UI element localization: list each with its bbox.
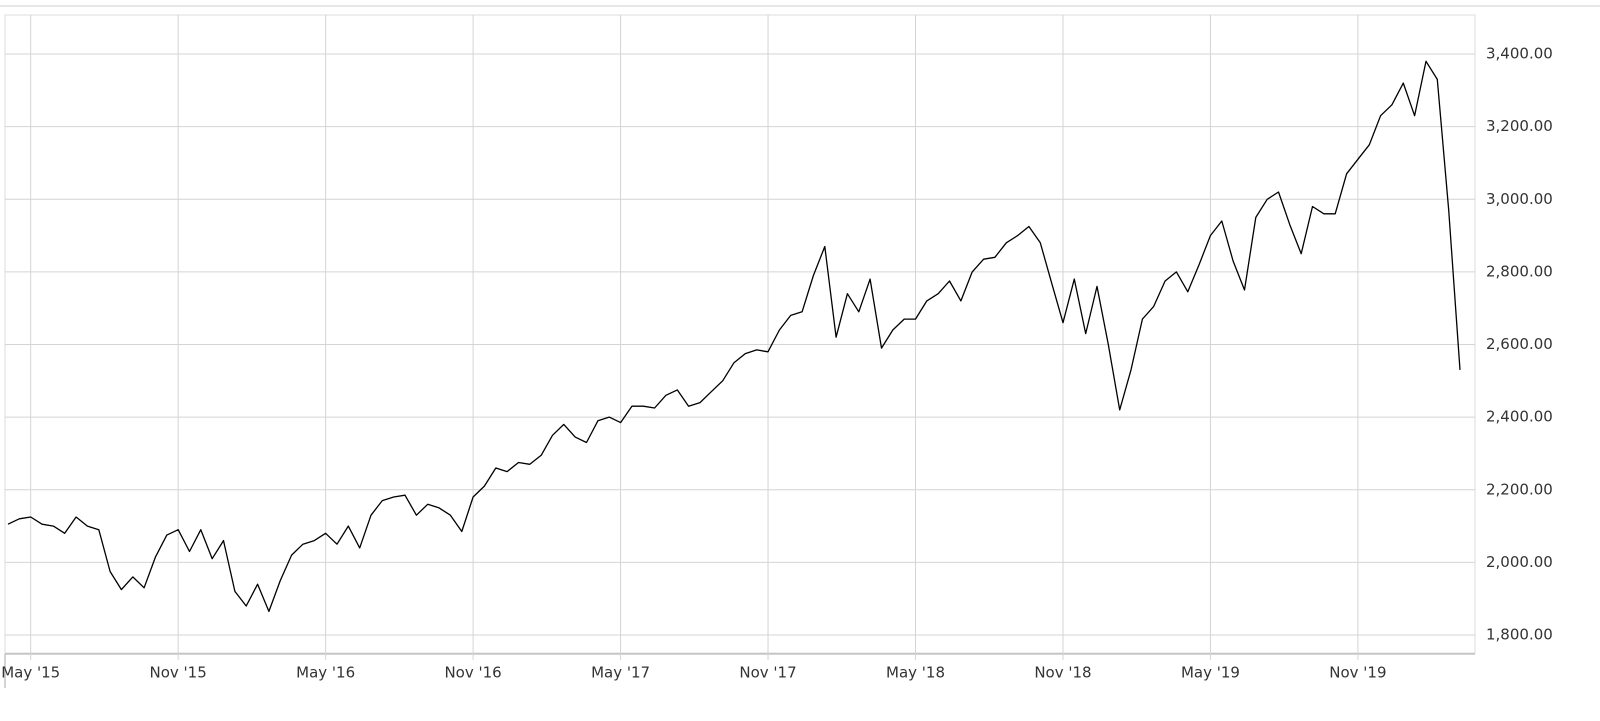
y-tick-label: 2,000.00 [1486, 553, 1553, 571]
x-tick-label: May '19 [1181, 664, 1240, 682]
price-line [7, 60, 1461, 613]
x-tick-label: May '16 [296, 664, 355, 682]
y-tick-label: 2,800.00 [1486, 262, 1553, 280]
x-tick-label: May '17 [591, 664, 650, 682]
y-tick-label: 1,800.00 [1486, 626, 1553, 644]
x-tick-label: Nov '15 [150, 664, 207, 682]
y-tick-label: 2,600.00 [1486, 335, 1553, 353]
y-tick-label: 2,200.00 [1486, 480, 1553, 498]
x-tick-label: May '15 [1, 664, 60, 682]
plot-frame [4, 14, 1476, 654]
y-tick-label: 3,200.00 [1486, 117, 1553, 135]
y-tick-label: 3,400.00 [1486, 45, 1553, 63]
x-tick-label: Nov '19 [1329, 664, 1386, 682]
x-tick-label: Nov '16 [444, 664, 501, 682]
x-tick-label: Nov '17 [739, 664, 796, 682]
y-tick-label: 3,000.00 [1486, 190, 1553, 208]
y-tick-label: 2,400.00 [1486, 408, 1553, 426]
x-tick-label: Nov '18 [1034, 664, 1091, 682]
x-tick-label: May '18 [886, 664, 945, 682]
